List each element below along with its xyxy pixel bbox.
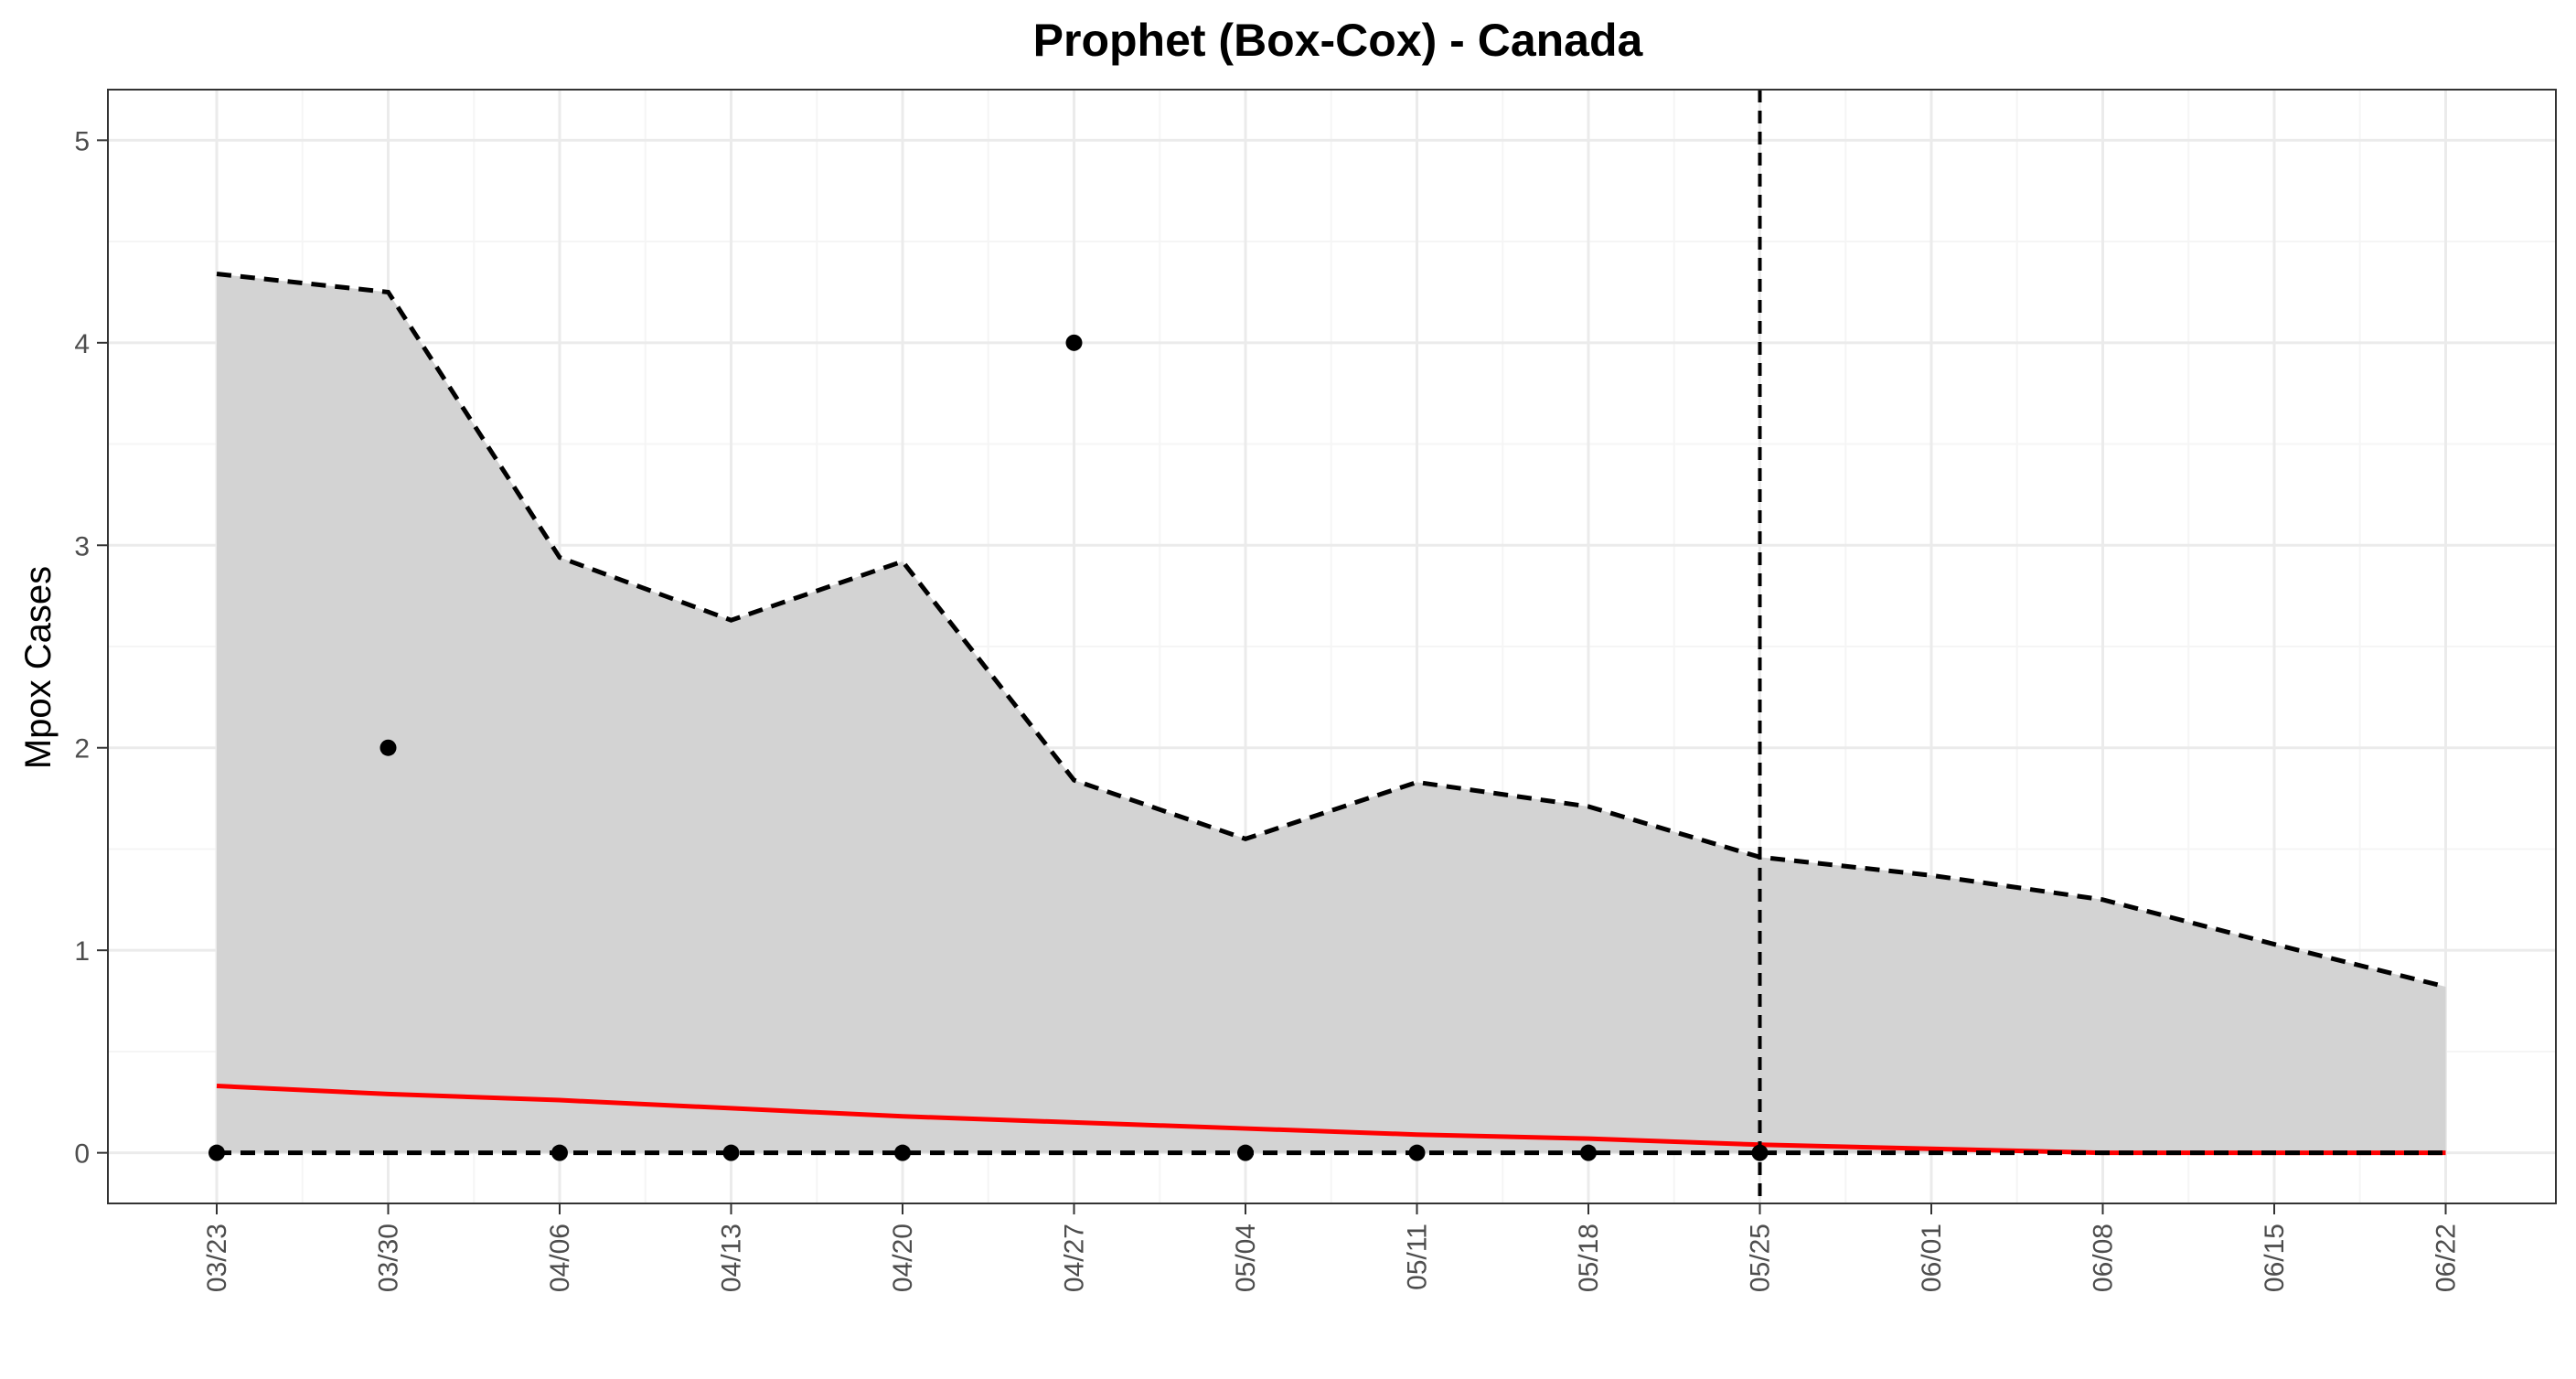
y-tick-label: 3 (74, 531, 90, 561)
y-tick-label: 1 (74, 936, 90, 967)
y-tick-label: 2 (74, 734, 90, 764)
x-tick-label: 06/22 (2432, 1224, 2462, 1292)
x-tick-label: 04/13 (717, 1224, 747, 1292)
observed-point (208, 1144, 225, 1161)
observed-point (1580, 1144, 1597, 1161)
x-tick-label: 03/23 (202, 1224, 232, 1292)
observed-points (208, 334, 1769, 1161)
observed-point (722, 1144, 740, 1161)
x-tick-label: 03/30 (374, 1224, 404, 1292)
prediction-interval-band (217, 273, 2446, 1153)
x-tick-label: 06/01 (1917, 1224, 1947, 1292)
x-tick-label: 05/11 (1403, 1224, 1433, 1290)
observed-point (1065, 334, 1083, 351)
observed-point (551, 1144, 568, 1161)
panel-border (107, 89, 2557, 1204)
x-tick-label: 04/06 (545, 1224, 575, 1292)
y-axis-label: Mpox Cases (18, 566, 59, 769)
series-lines (216, 90, 2447, 1203)
x-tick-label: 05/04 (1231, 1224, 1261, 1292)
observed-point (1751, 1144, 1769, 1161)
axes: 03/23 03/30 04/06 04/13 04/20 04/27 05/04 05/11… (74, 126, 2461, 1292)
observed-point (379, 739, 397, 756)
x-tick-label: 05/18 (1574, 1224, 1604, 1292)
observed-point (1408, 1144, 1426, 1161)
observed-point (894, 1144, 911, 1161)
observed-point (1237, 1144, 1254, 1161)
prediction-interval (217, 273, 2446, 1153)
y-tick-label: 5 (74, 126, 90, 156)
x-tick-label: 06/08 (2089, 1224, 2119, 1292)
y-tick-label: 4 (74, 329, 90, 359)
x-tick-label: 06/15 (2260, 1224, 2290, 1292)
y-tick-label: 0 (74, 1139, 90, 1170)
chart-title: Prophet (Box-Cox) - Canada (1033, 15, 1644, 66)
x-tick-label: 04/27 (1060, 1224, 1090, 1292)
x-tick-label: 05/25 (1746, 1224, 1776, 1292)
x-tick-label: 04/20 (888, 1224, 918, 1292)
